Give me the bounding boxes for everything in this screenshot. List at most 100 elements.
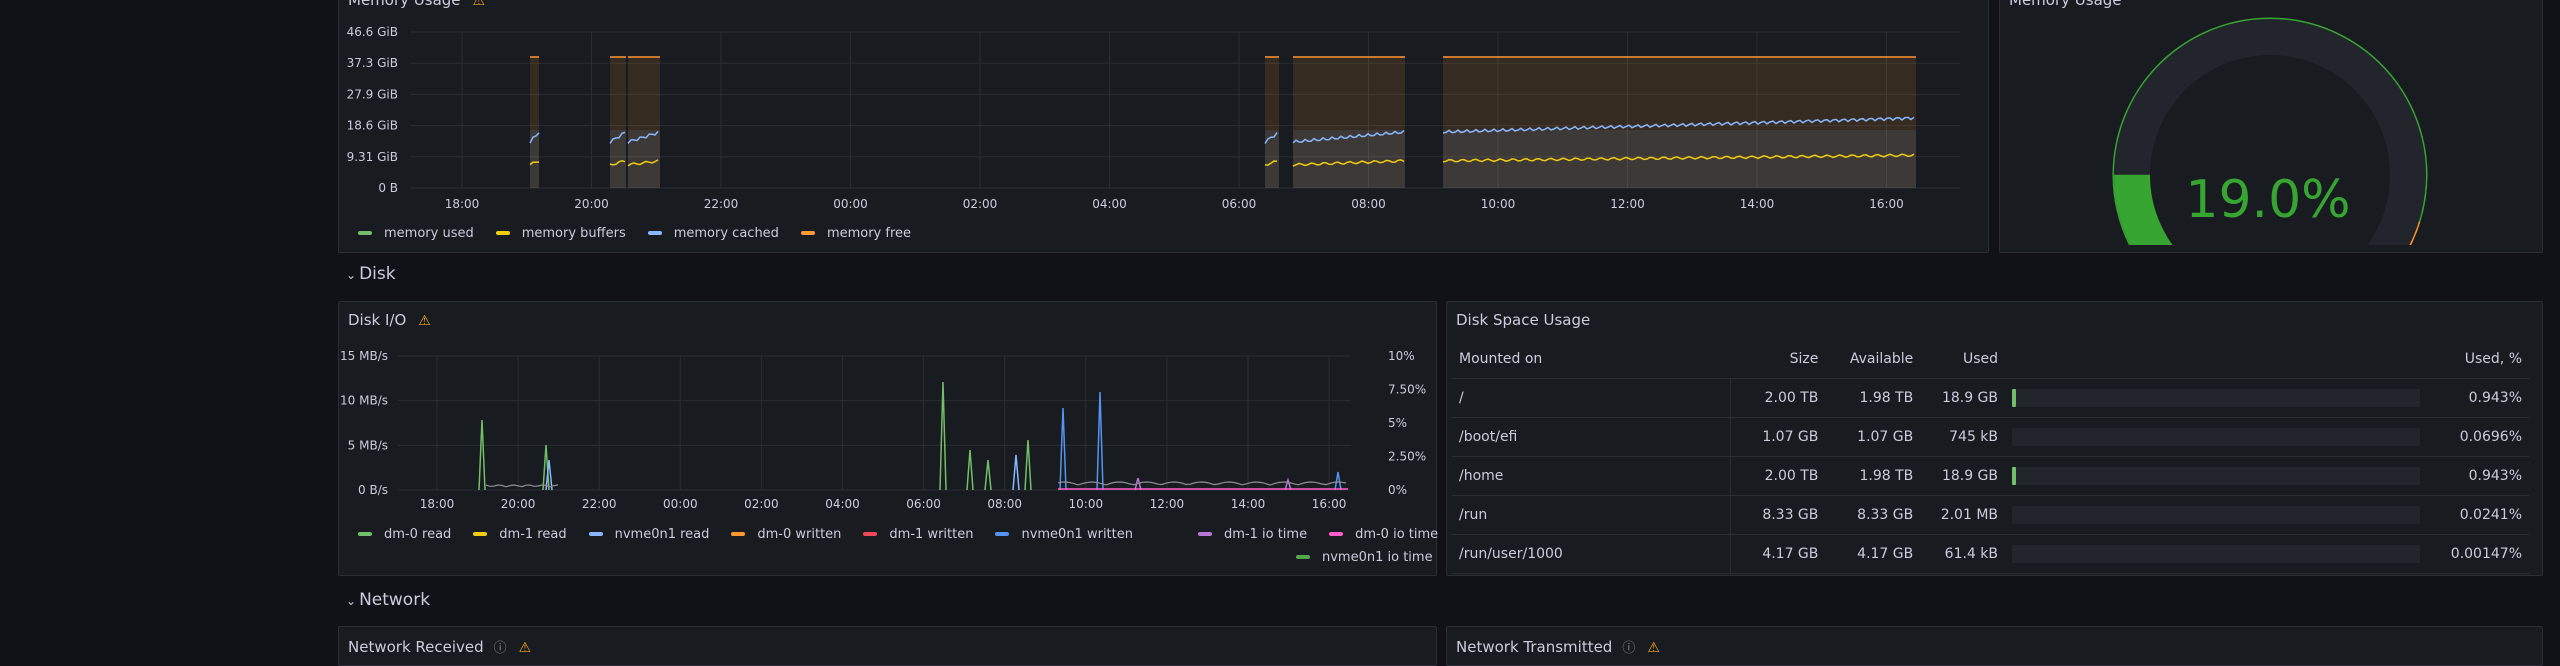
legend-swatch: [495, 231, 510, 235]
x-tick-label: 10:00: [1069, 497, 1104, 511]
memory-cached-line: [1264, 132, 1278, 144]
legend-item[interactable]: nvme0n1 read: [588, 527, 709, 542]
network-received-panel[interactable]: Network Received ⓘ ⚠: [338, 626, 1437, 666]
y-tick-label: 37.3 GiB: [347, 56, 398, 70]
legend-label: dm-0 read: [384, 526, 452, 542]
y-right-tick-label: 0%: [1388, 483, 1407, 497]
cell-used-bar: [2005, 456, 2443, 496]
table-row[interactable]: /boot/efi 1.07 GB 1.07 GB 745 kB 0.0696%: [1452, 417, 2529, 457]
legend-label: nvme0n1 io time: [1322, 549, 1433, 565]
cell-used: 18.9 GB: [1920, 378, 2006, 418]
gauge-panel-title: Memory Usage: [2009, 0, 2122, 9]
disk-io-legend-row3[interactable]: nvme0n1 io time: [1296, 548, 1455, 565]
legend-item[interactable]: nvme0n1 written: [995, 527, 1133, 542]
x-tick-label: 04:00: [825, 497, 860, 511]
x-tick-label: 10:00: [1481, 197, 1516, 211]
legend-item[interactable]: memory cached: [647, 225, 779, 241]
memory-free-area: [628, 57, 660, 188]
memory-cached-line: [529, 132, 540, 144]
legend-label: memory free: [826, 225, 912, 241]
cell-available: 4.17 GB: [1825, 534, 1921, 574]
legend-label: memory cached: [673, 225, 779, 241]
col-size[interactable]: Size: [1730, 340, 1826, 379]
io-spike: [478, 419, 486, 491]
memory-used-line: [609, 160, 626, 166]
y-right-tick-label: 10%: [1388, 349, 1415, 363]
legend-item[interactable]: dm-1 io time: [1198, 527, 1307, 542]
legend-swatch: [1198, 532, 1212, 536]
cell-used-pct: 0.943%: [2442, 456, 2529, 496]
table-row[interactable]: /home 2.00 TB 1.98 TB 18.9 GB 0.943%: [1452, 456, 2529, 496]
table-row[interactable]: /2.00 TB 1.98 TB 18.9 GB 0.943%: [1452, 378, 2529, 418]
memory-usage-panel[interactable]: Memory Usage ⚠: [338, 0, 1989, 253]
usage-bar-fill: [2012, 389, 2017, 407]
gauge-value: 19.0%: [2185, 170, 2351, 230]
network-transmitted-panel[interactable]: Network Transmitted ⓘ ⚠: [1446, 626, 2543, 666]
y-tick-label: 15 MB/s: [340, 349, 388, 363]
table-row[interactable]: /run/user/1000 4.17 GB 4.17 GB 61.4 kB 0.001…: [1452, 534, 2529, 574]
legend-item[interactable]: memory free: [800, 225, 912, 241]
io-spike: [1334, 471, 1342, 491]
legend-item[interactable]: memory buffers: [495, 226, 626, 241]
warning-icon[interactable]: ⚠: [472, 0, 486, 9]
io-spike: [1096, 391, 1104, 491]
legend-item[interactable]: dm-1 written: [863, 527, 973, 542]
cell-mount: /boot/efi: [1452, 417, 1732, 457]
x-tick-label: 02:00: [963, 197, 998, 211]
legend-item[interactable]: dm-0 io time: [1329, 527, 1438, 542]
disk-io-panel[interactable]: Disk I/O ⚠: [338, 301, 1437, 576]
cell-used-pct: 0.943%: [2442, 378, 2529, 418]
memory-used-line: [1264, 160, 1278, 166]
legend-item[interactable]: dm-1 read: [473, 527, 567, 542]
x-tick-label: 12:00: [1150, 497, 1185, 511]
cell-used-bar: [2005, 417, 2443, 457]
usage-bar: [2012, 545, 2421, 563]
cell-used: 61.4 kB: [1920, 534, 2006, 574]
disk-io-legend[interactable]: dm-0 read dm-1 read nvme0n1 read dm-0 writt…: [358, 525, 1155, 542]
disk-io-legend-right[interactable]: dm-1 io time dm-0 io time: [1198, 525, 1460, 542]
disk-space-table[interactable]: Mounted on Size Available Used Used, % /…: [1452, 340, 2529, 574]
memory-used-line: [627, 159, 659, 167]
y-tick-label: 5 MB/s: [348, 438, 388, 452]
legend-item[interactable]: nvme0n1 io time: [1296, 550, 1433, 565]
legend-item[interactable]: dm-0 written: [731, 527, 841, 542]
cell-size: 8.33 GB: [1730, 495, 1826, 535]
y-tick-label: 0 B: [378, 181, 398, 195]
io-spike: [1059, 407, 1067, 491]
memory-free-area: [530, 57, 539, 188]
y-tick-label: 18.6 GiB: [347, 119, 398, 133]
disk-io-chart[interactable]: 15 MB/s 10 MB/s 5 MB/s 0 B/s 10% 7.50% 5% 2.50%…: [338, 301, 1437, 511]
col-mounted-on[interactable]: Mounted on: [1452, 340, 1731, 379]
table-row[interactable]: /run 8.33 GB 8.33 GB 2.01 MB 0.0241%: [1452, 495, 2529, 535]
legend-item[interactable]: dm-0 read: [358, 527, 451, 542]
x-tick-label: 18:00: [445, 197, 480, 211]
cell-mount: /home: [1452, 456, 1732, 496]
y-right-tick-label: 2.50%: [1388, 450, 1426, 464]
io-spike: [966, 449, 974, 491]
memory-legend[interactable]: memory used memory buffers memory cached me…: [358, 224, 933, 241]
memory-cached-area: [1443, 130, 1916, 188]
col-available[interactable]: Available: [1825, 340, 1921, 379]
legend-swatch: [358, 532, 372, 536]
warning-icon[interactable]: ⚠: [418, 313, 431, 329]
col-used-pct[interactable]: Used, %: [2442, 340, 2529, 379]
cell-mount: /: [1452, 378, 1732, 418]
chevron-down-icon: ⌄: [346, 268, 357, 282]
legend-swatch: [588, 532, 603, 536]
legend-item[interactable]: memory used: [358, 226, 474, 241]
warning-icon[interactable]: ⚠: [518, 640, 532, 656]
chevron-down-icon: ⌄: [346, 594, 357, 608]
section-network[interactable]: ⌄ Network: [346, 590, 431, 610]
y-tick-label: 9.31 GiB: [347, 150, 398, 164]
x-tick-label: 14:00: [1740, 197, 1775, 211]
section-disk[interactable]: ⌄ Disk: [346, 264, 396, 284]
io-spike: [1284, 477, 1292, 491]
x-tick-label: 08:00: [987, 497, 1022, 511]
memory-cached-line: [627, 130, 659, 144]
warning-icon[interactable]: ⚠: [1647, 640, 1660, 656]
io-time-line: [485, 484, 559, 488]
memory-used-line: [529, 161, 540, 166]
col-used[interactable]: Used: [1920, 340, 2006, 379]
legend-swatch: [863, 532, 878, 536]
memory-usage-chart[interactable]: 46.6 GiB 37.3 GiB 27.9 GiB 18.6 GiB 9.31 GiB…: [338, 0, 1989, 220]
